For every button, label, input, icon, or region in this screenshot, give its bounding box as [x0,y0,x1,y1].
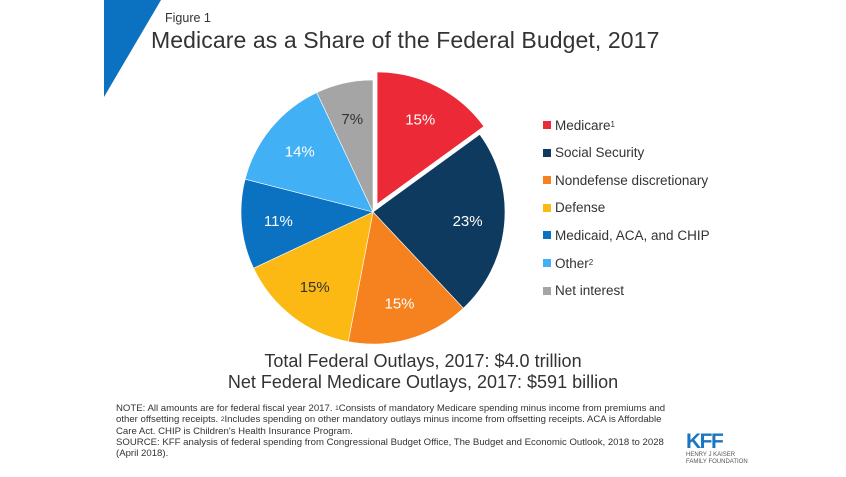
source-text: SOURCE: KFF analysis of federal spending… [116,436,664,460]
figure-label: Figure 1 [165,11,211,25]
footnote-1-mark: 1 [335,405,339,412]
note-paragraph: NOTE: All amounts are for federal fiscal… [116,403,672,437]
pie-slice-defense [253,211,374,343]
legend-item-social-security: Social Security [543,143,644,163]
legend-swatch-other [543,259,551,267]
pie-slice-nondefense-discretionary [347,211,464,345]
legend-label-nondefense-discretionary: Nondefense discretionary [555,172,709,188]
pie-label-net-interest: 7% [341,111,363,128]
pie-label-medicare: 15% [405,111,435,128]
legend-swatch-medicare [543,121,551,129]
pie-slice-medicare [376,71,485,205]
legend-item-net-interest: Net interest [543,281,624,301]
legend-label-medicare: Medicare [555,117,611,133]
footnote-1-text: Consists of mandatory Medicare spending … [116,403,666,426]
legend-item-other: Other 2 [543,253,593,273]
kff-logo-text: KFF [686,430,724,453]
legend-swatch-nondefense-discretionary [543,176,551,185]
legend-swatch-medicaid-aca-and-chip [543,231,551,240]
legend-item-medicare: Medicare 1 [543,115,615,135]
pie-slice-other [244,92,374,213]
legend-swatch-defense [543,203,551,212]
kff-logo-subline-2: FAMILY FOUNDATION [686,459,748,465]
pie-slice-social-security [372,133,506,309]
legend-item-medicaid-aca-and-chip: Medicaid, ACA, and CHIP [543,225,710,245]
footnote-2-mark: 2 [220,416,225,424]
corner-triangle-shape [104,0,161,97]
notes: NOTE: All amounts are for federal fiscal… [116,403,672,459]
pie-label-nondefense-discretionary: 15% [384,295,414,312]
total-outlays-text: Total Federal Outlays, 2017: $4.0 trilli… [264,351,582,371]
pie-label-defense: 15% [300,279,330,296]
legend-footnote-mark: 2 [588,257,594,267]
note-intro: NOTE: All amounts are for federal fiscal… [116,403,336,414]
legend-item-defense: Defense [543,198,605,218]
chart-title: Medicare as a Share of the Federal Budge… [151,27,660,53]
legend-swatch-net-interest [543,286,551,295]
medicare-outlays-text: Net Federal Medicare Outlays, 2017: $591… [227,372,619,392]
pie-slice-medicaid-aca-and-chip [240,178,374,269]
pie-label-social-security: 23% [453,213,483,230]
pie-label-medicaid-aca-and-chip: 11% [264,213,293,230]
corner-accent-triangle [104,0,161,97]
legend-swatch-social-security [543,148,551,157]
legend-label-net-interest: Net interest [555,283,625,299]
pie-slice-net-interest [316,79,374,213]
legend-label-social-security: Social Security [555,145,645,161]
pie-label-other: 14% [285,143,315,160]
footnote-2-text: Includes spending on other mandatory out… [116,414,662,437]
legend-label-medicaid-aca-and-chip: Medicaid, ACA, and CHIP [555,227,710,243]
kff-logo-subline-1: HENRY J KAISER [686,452,736,458]
kff-logo: KFF HENRY J KAISER FAMILY FOUNDATION [686,430,748,466]
legend-label-other: Other [555,255,589,271]
legend-footnote-mark: 1 [610,119,615,129]
legend-label-defense: Defense [555,200,606,216]
legend-item-nondefense-discretionary: Nondefense discretionary [543,170,708,190]
